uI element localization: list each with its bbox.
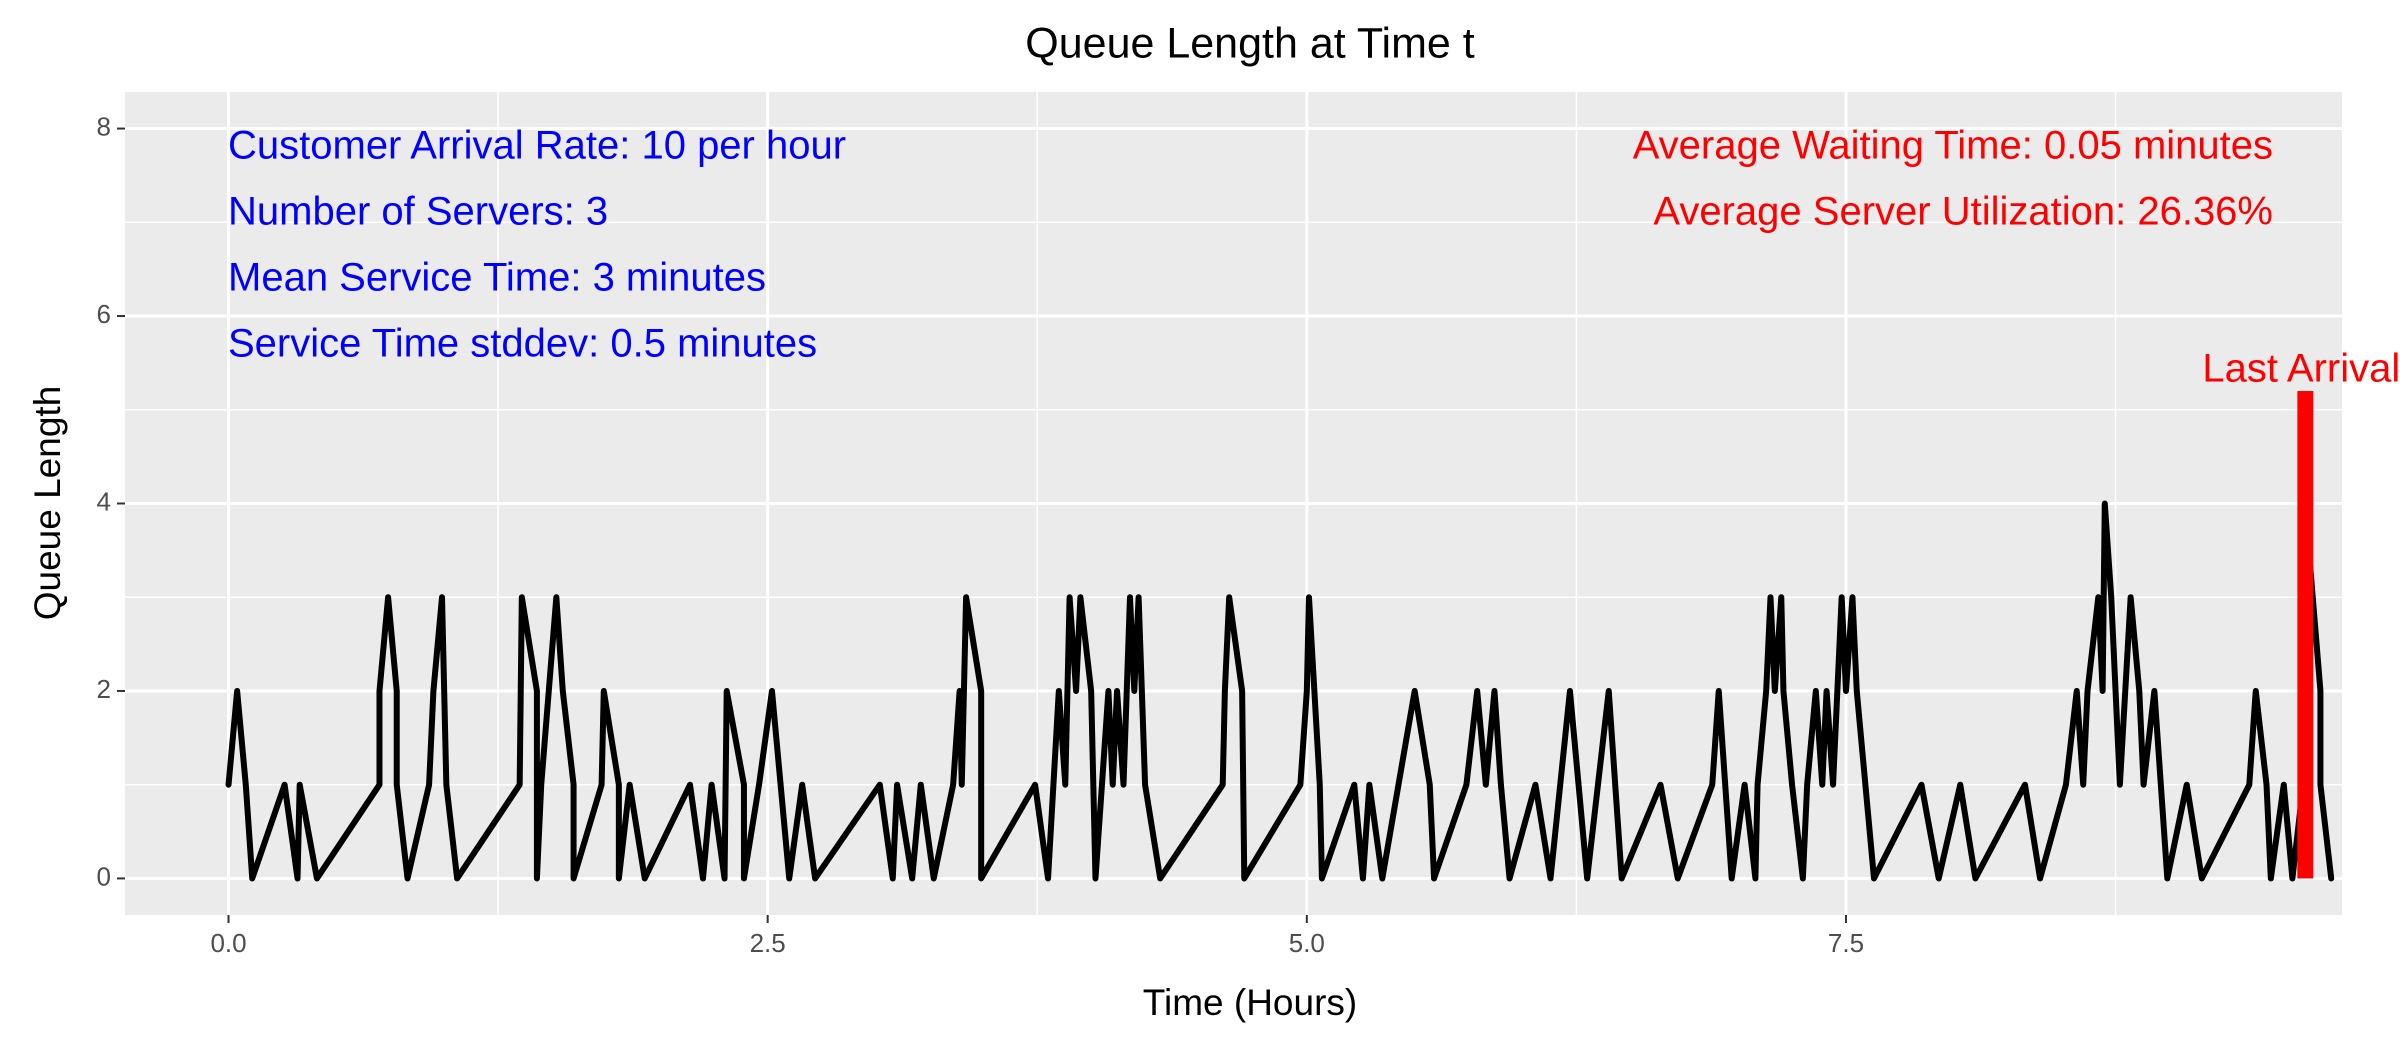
x-tick-label: 5.0 bbox=[1289, 928, 1325, 958]
y-tick-label: 0 bbox=[97, 861, 111, 891]
stat-annotation: Average Waiting Time: 0.05 minutes bbox=[1633, 124, 2273, 168]
y-axis-title: Queue Length bbox=[27, 386, 68, 621]
info-annotation: Service Time stddev: 0.5 minutes bbox=[228, 322, 817, 366]
x-tick-label: 7.5 bbox=[1828, 928, 1864, 958]
queue-line bbox=[225, 500, 2335, 882]
marks bbox=[225, 391, 2335, 882]
x-tick-label: 2.5 bbox=[750, 928, 786, 958]
x-tick-label: 0.0 bbox=[210, 928, 246, 958]
last-arrival-bar bbox=[2297, 391, 2314, 879]
y-tick-label: 6 bbox=[97, 299, 111, 329]
x-axis-title: Time (Hours) bbox=[1143, 982, 1357, 1023]
info-annotation: Mean Service Time: 3 minutes bbox=[228, 256, 766, 300]
chart-title: Queue Length at Time t bbox=[1025, 19, 1474, 67]
stat-annotation: Average Server Utilization: 26.36% bbox=[1653, 190, 2273, 234]
y-tick-label: 4 bbox=[97, 486, 111, 516]
info-annotation: Number of Servers: 3 bbox=[228, 190, 608, 234]
y-tick-label: 8 bbox=[97, 111, 111, 141]
info-annotation: Customer Arrival Rate: 10 per hour bbox=[228, 124, 846, 168]
last-arrival-label: Last Arrival bbox=[2202, 347, 2400, 391]
labels: 0.0 2.5 5.0 7.5 0 2 4 6 8 Last Arrival Customer Ar… bbox=[97, 111, 2400, 957]
y-tick-label: 2 bbox=[97, 674, 111, 704]
